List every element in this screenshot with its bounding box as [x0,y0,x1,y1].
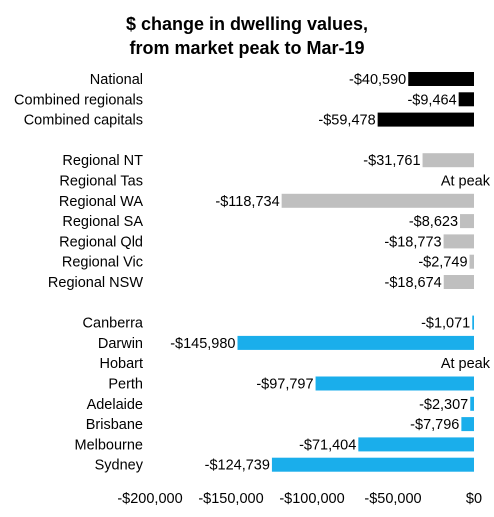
category-label: Brisbane [86,417,143,433]
data-label: -$1,071 [421,316,470,332]
category-label: Combined capitals [24,113,143,129]
chart-subtitle: from market peak to Mar-19 [129,38,364,58]
category-label: Regional Vic [62,255,143,271]
bar [472,315,474,330]
bar [461,417,474,432]
data-label: -$97,797 [256,377,313,393]
category-label: Regional NT [62,153,143,169]
x-tick-label: -$50,000 [364,491,421,507]
plot-area: National -$40,590 Combined regionals -$9,46… [14,72,491,474]
category-label: Regional WA [59,194,143,210]
chart-title: $ change in dwelling values, [126,14,368,34]
data-label: -$71,404 [299,437,356,453]
category-label: Regional Tas [59,174,143,190]
data-label: -$31,761 [363,153,420,169]
bar [460,214,474,229]
bar [271,457,474,472]
x-tick-label: $0 [466,491,482,507]
x-tick-label: -$100,000 [279,491,344,507]
bar [470,396,474,411]
category-label: Regional NSW [48,275,143,291]
category-label: Hobart [99,356,143,372]
data-label: -$40,590 [349,72,406,88]
bar [458,92,474,107]
x-tick-label: -$150,000 [198,491,263,507]
bar [377,112,474,127]
bar [281,193,474,208]
bar [469,254,474,269]
bar [237,335,474,350]
bar [422,153,474,168]
data-label: -$9,464 [407,92,456,108]
x-axis: -$200,000 -$150,000 -$100,000 -$50,000 $0 [117,491,482,507]
category-label: Melbourne [74,437,143,453]
category-label: Adelaide [87,397,143,413]
category-label: Canberra [83,316,144,332]
data-label: -$59,478 [318,113,375,129]
data-label: -$2,307 [419,397,468,413]
category-label: Regional Qld [59,234,143,250]
data-label: At peak [441,356,491,372]
bar [315,376,474,391]
data-label: -$7,796 [410,417,459,433]
bar [408,72,474,86]
data-label: -$124,739 [205,458,270,474]
category-label: Darwin [98,336,143,352]
category-label: Regional SA [62,214,143,230]
bar [443,275,474,289]
data-label: -$8,623 [409,214,458,230]
data-label: At peak [441,174,491,190]
bar [358,437,474,452]
bar [443,234,474,249]
data-label: -$145,980 [170,336,235,352]
category-label: Combined regionals [14,92,143,108]
category-label: National [90,72,143,88]
category-label: Perth [108,377,143,393]
data-label: -$18,674 [384,275,441,291]
data-label: -$18,773 [384,234,441,250]
data-label: -$2,749 [418,255,467,271]
category-label: Sydney [95,458,144,474]
x-tick-label: -$200,000 [117,491,182,507]
data-label: -$118,734 [215,194,279,210]
